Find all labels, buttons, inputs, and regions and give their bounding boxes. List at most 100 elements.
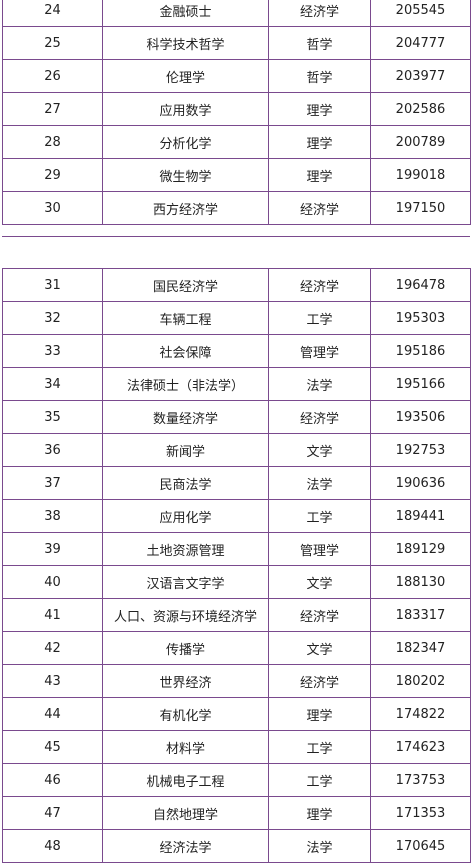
count-cell: 203977 (370, 59, 471, 93)
count-cell: 199018 (370, 158, 471, 192)
rank-cell: 45 (2, 730, 103, 764)
table-row: 24 金融硕士 经济学 205545 (2, 0, 471, 27)
count-cell: 196478 (370, 268, 471, 302)
rank-cell: 44 (2, 697, 103, 731)
category-cell: 经济学 (268, 664, 371, 698)
table-row: 42 传播学 文学 182347 (2, 631, 471, 665)
count-cell: 200789 (370, 125, 471, 159)
category-cell: 理学 (268, 697, 371, 731)
table-row: 43 世界经济 经济学 180202 (2, 664, 471, 698)
major-name-cell: 微生物学 (102, 158, 269, 192)
table-row: 41 人口、资源与环境经济学 经济学 183317 (2, 598, 471, 632)
count-cell: 197150 (370, 191, 471, 225)
rank-cell: 34 (2, 367, 103, 401)
table-row: 29 微生物学 理学 199018 (2, 158, 471, 192)
category-cell: 哲学 (268, 59, 371, 93)
category-cell: 经济学 (268, 0, 371, 27)
count-cell: 192753 (370, 433, 471, 467)
major-name-cell: 人口、资源与环境经济学 (102, 598, 269, 632)
count-cell: 195166 (370, 367, 471, 401)
rank-cell: 32 (2, 301, 103, 335)
rank-cell: 27 (2, 92, 103, 126)
category-cell: 文学 (268, 631, 371, 665)
category-cell: 经济学 (268, 268, 371, 302)
category-cell: 理学 (268, 92, 371, 126)
table-row: 37 民商法学 法学 190636 (2, 466, 471, 500)
rank-cell: 25 (2, 26, 103, 60)
table-row: 25 科学技术哲学 哲学 204777 (2, 26, 471, 60)
count-cell: 174623 (370, 730, 471, 764)
table-row: 38 应用化学 工学 189441 (2, 499, 471, 533)
table-row: 27 应用数学 理学 202586 (2, 92, 471, 126)
table-row: 46 机械电子工程 工学 173753 (2, 763, 471, 797)
category-cell: 理学 (268, 125, 371, 159)
category-cell: 理学 (268, 158, 371, 192)
category-cell: 哲学 (268, 26, 371, 60)
rank-cell: 28 (2, 125, 103, 159)
rank-cell: 26 (2, 59, 103, 93)
count-cell: 193506 (370, 400, 471, 434)
major-name-cell: 车辆工程 (102, 301, 269, 335)
count-cell: 174822 (370, 697, 471, 731)
major-name-cell: 民商法学 (102, 466, 269, 500)
rank-cell: 42 (2, 631, 103, 665)
rank-cell: 39 (2, 532, 103, 566)
rank-cell: 47 (2, 796, 103, 830)
major-name-cell: 应用数学 (102, 92, 269, 126)
category-cell: 工学 (268, 499, 371, 533)
count-cell: 189129 (370, 532, 471, 566)
category-cell: 文学 (268, 565, 371, 599)
category-cell: 管理学 (268, 532, 371, 566)
major-name-cell: 土地资源管理 (102, 532, 269, 566)
category-cell: 工学 (268, 730, 371, 764)
major-name-cell: 数量经济学 (102, 400, 269, 434)
rank-cell: 30 (2, 191, 103, 225)
major-name-cell: 机械电子工程 (102, 763, 269, 797)
category-cell: 经济学 (268, 191, 371, 225)
category-cell: 经济学 (268, 598, 371, 632)
table-row: 45 材料学 工学 174623 (2, 730, 471, 764)
major-name-cell: 西方经济学 (102, 191, 269, 225)
major-name-cell: 伦理学 (102, 59, 269, 93)
major-name-cell: 科学技术哲学 (102, 26, 269, 60)
count-cell: 180202 (370, 664, 471, 698)
major-name-cell: 传播学 (102, 631, 269, 665)
category-cell: 经济学 (268, 400, 371, 434)
rank-cell: 35 (2, 400, 103, 434)
count-cell: 205545 (370, 0, 471, 27)
major-name-cell: 国民经济学 (102, 268, 269, 302)
category-cell: 工学 (268, 763, 371, 797)
major-name-cell: 金融硕士 (102, 0, 269, 27)
count-cell: 183317 (370, 598, 471, 632)
rank-cell: 38 (2, 499, 103, 533)
category-cell: 法学 (268, 829, 371, 863)
section-divider-line (2, 236, 470, 237)
count-cell: 182347 (370, 631, 471, 665)
major-name-cell: 新闻学 (102, 433, 269, 467)
rank-cell: 29 (2, 158, 103, 192)
category-cell: 法学 (268, 466, 371, 500)
table-row: 44 有机化学 理学 174822 (2, 697, 471, 731)
table-row: 26 伦理学 哲学 203977 (2, 59, 471, 93)
count-cell: 170645 (370, 829, 471, 863)
count-cell: 190636 (370, 466, 471, 500)
rank-cell: 40 (2, 565, 103, 599)
table-row: 32 车辆工程 工学 195303 (2, 301, 471, 335)
major-name-cell: 法律硕士（非法学） (102, 367, 269, 401)
rank-cell: 31 (2, 268, 103, 302)
category-cell: 管理学 (268, 334, 371, 368)
major-name-cell: 有机化学 (102, 697, 269, 731)
major-name-cell: 应用化学 (102, 499, 269, 533)
ranking-table-bottom-body: 31 国民经济学 经济学 196478 32 车辆工程 工学 195303 33 社会保障 管理学 1… (2, 268, 471, 863)
rank-cell: 46 (2, 763, 103, 797)
table-row: 36 新闻学 文学 192753 (2, 433, 471, 467)
count-cell: 195186 (370, 334, 471, 368)
count-cell: 204777 (370, 26, 471, 60)
count-cell: 173753 (370, 763, 471, 797)
rank-cell: 24 (2, 0, 103, 27)
rank-cell: 48 (2, 829, 103, 863)
count-cell: 189441 (370, 499, 471, 533)
ranking-table-top: 24 金融硕士 经济学 205545 25 科学技术哲学 哲学 204777 26 伦理学 哲学 20… (2, 0, 471, 225)
major-name-cell: 世界经济 (102, 664, 269, 698)
category-cell: 理学 (268, 796, 371, 830)
